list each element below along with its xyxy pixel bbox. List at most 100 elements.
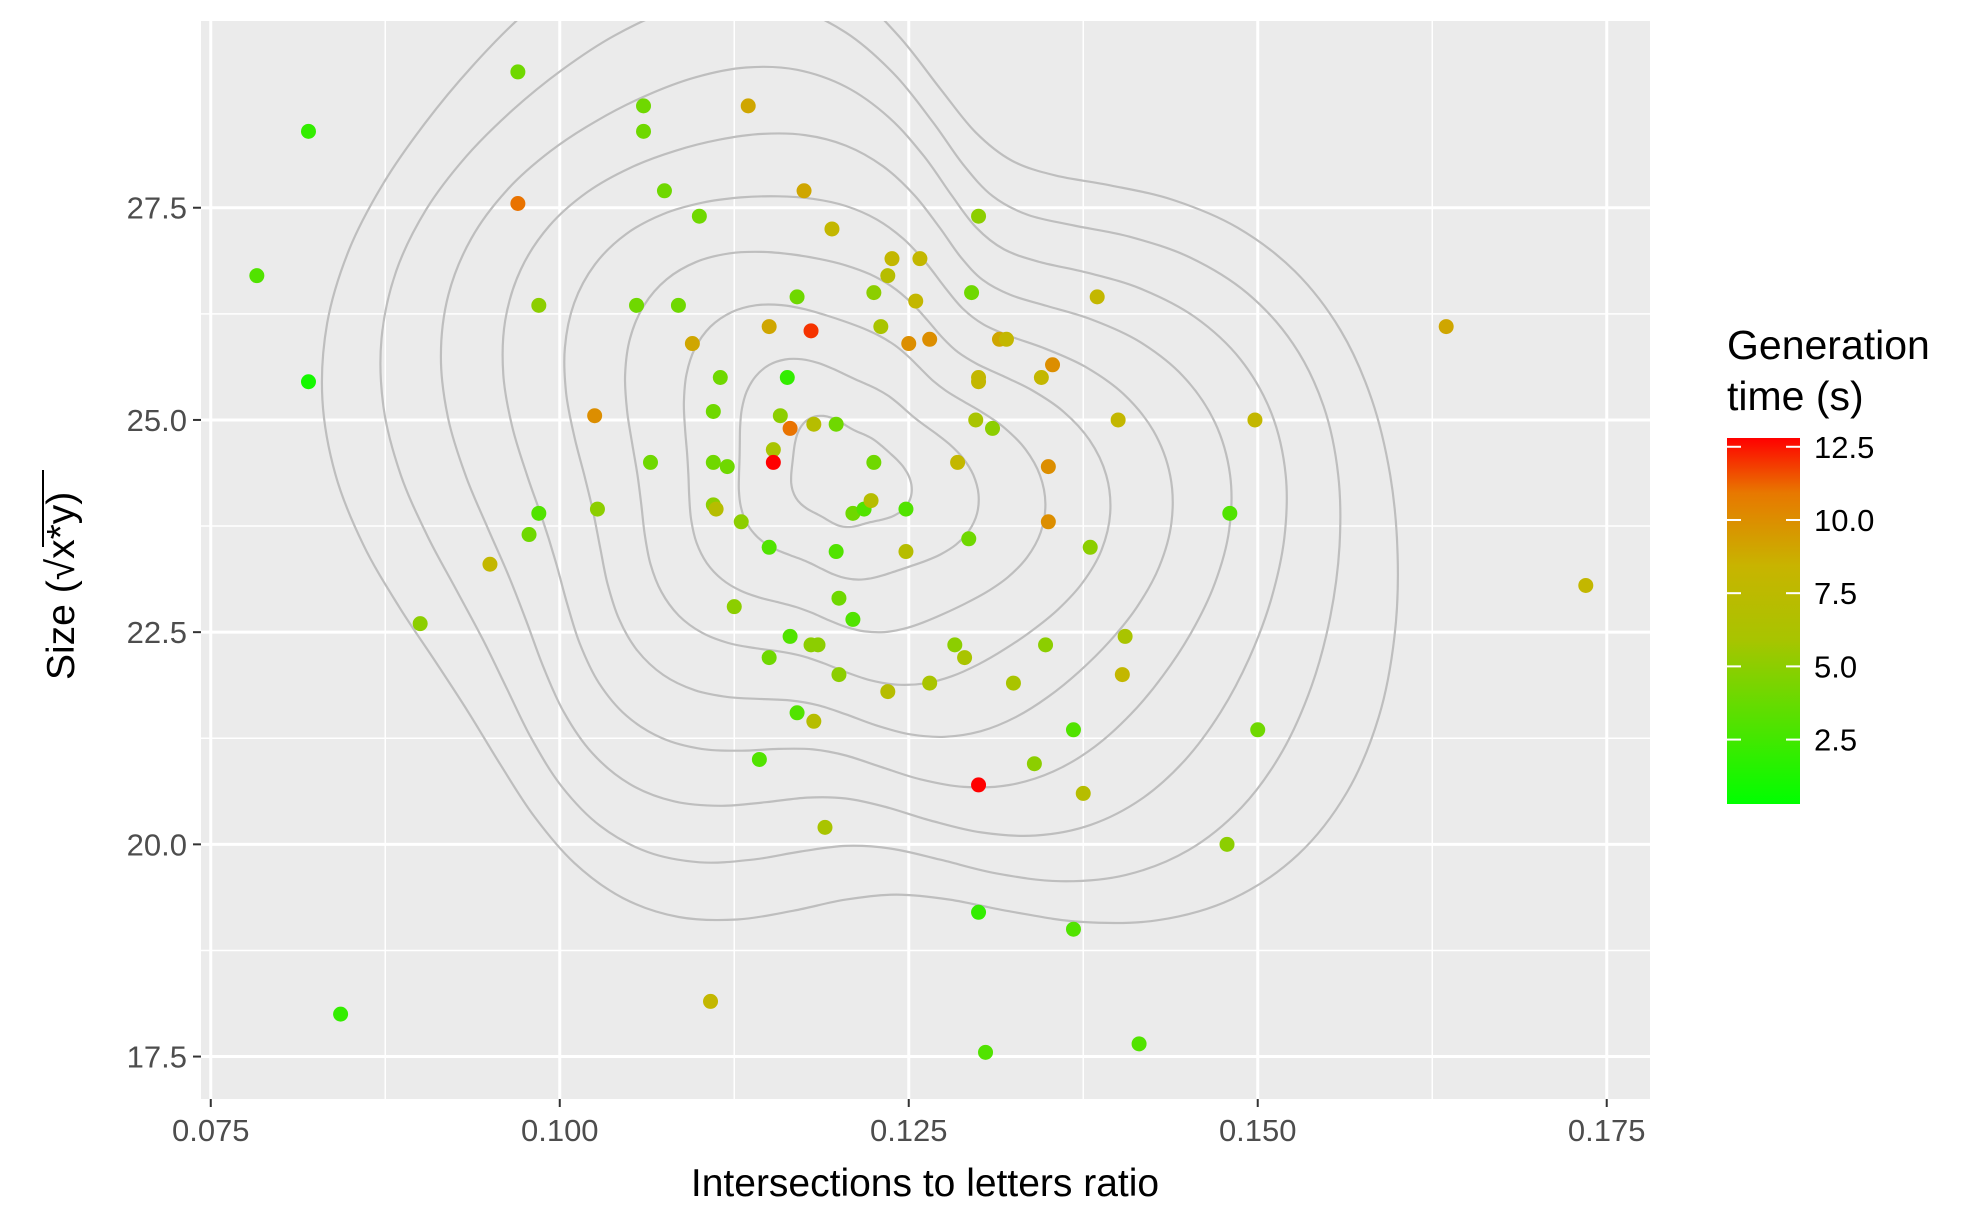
data-point [880,268,896,284]
data-point [971,208,987,224]
data-point [828,416,844,432]
density-contour-line [623,250,1112,687]
y-axis-title-prefix: Size ( [40,580,83,680]
y-axis-ticks: 17.5 20.0 22.5 25.0 27.5 [127,191,201,1075]
density-contour-line [501,132,1233,789]
data-point [866,454,882,470]
data-point [1131,1036,1147,1052]
data-point [1438,319,1454,335]
data-point [971,777,987,793]
data-point [1026,756,1042,772]
data-point [1219,836,1235,852]
data-point [636,123,652,139]
legend-colorbar [1727,438,1800,804]
data-point [803,323,819,339]
data-point [751,751,767,767]
data-point [922,675,938,691]
data-point [998,331,1014,347]
data-point [961,531,977,547]
data-point [1089,289,1105,305]
data-point [950,454,966,470]
data-point [712,370,728,386]
data-point [412,616,428,632]
y-tick-label: 25.0 [127,403,187,438]
data-point [912,251,928,267]
data-point [482,556,498,572]
data-point [964,285,980,301]
data-point [1082,539,1098,555]
data-point [824,221,840,237]
data-point [1040,459,1056,475]
y-tick-label: 20.0 [127,827,187,862]
density-contour-line [379,21,1342,883]
data-point [300,123,316,139]
data-point [880,684,896,700]
x-axis-ticks: 0.075 0.100 0.125 0.150 0.175 [172,1099,1646,1148]
data-point [1038,637,1054,653]
data-point [684,336,700,352]
x-tick-label: 0.100 [521,1113,599,1148]
data-point [898,544,914,560]
data-point [629,297,645,313]
density-contour-line [320,21,1399,925]
density-contour-line [789,414,913,529]
legend-tick-label: 5.0 [1814,649,1857,684]
data-point [1247,412,1263,428]
data-point [656,183,672,199]
data-point [636,98,652,114]
data-point [1033,370,1049,386]
density-contours [320,21,1399,925]
data-point [817,819,833,835]
density-contour-line [439,65,1288,838]
data-point [726,599,742,615]
data-point [1222,505,1238,521]
data-point [708,501,724,517]
data-point [957,650,973,666]
data-point [1065,921,1081,937]
data-point [703,993,719,1009]
data-point [740,98,756,114]
y-tick-label: 27.5 [127,191,187,226]
density-contour-line [682,303,1047,634]
data-point [761,539,777,555]
data-point [521,527,537,543]
data-point [828,544,844,560]
data-point [866,285,882,301]
data-point [1045,357,1061,373]
data-point [901,336,917,352]
data-point [333,1006,349,1022]
legend-tick-label: 7.5 [1814,576,1857,611]
density-contour-line [737,357,980,581]
data-point [831,667,847,683]
data-point [300,374,316,390]
data-point [765,442,781,458]
y-tick-label: 22.5 [127,615,187,650]
data-point [772,408,788,424]
y-tick-label: 17.5 [127,1040,187,1075]
data-point [806,713,822,729]
data-point [782,420,798,436]
data-point [670,297,686,313]
data-point [831,590,847,606]
data-point [947,637,963,653]
data-point [765,454,781,470]
data-point [1250,722,1266,738]
x-axis-title: Intersections to letters ratio [691,1162,1159,1205]
legend-tick-label: 10.0 [1814,503,1874,538]
data-point [761,319,777,335]
data-point [863,493,879,509]
grid-major [201,21,1650,1099]
data-point [1075,785,1091,801]
grid-minor [201,21,1650,1099]
data-point [971,374,987,390]
density-contour-line [563,195,1174,739]
x-tick-label: 0.075 [172,1113,250,1148]
data-point [1040,514,1056,530]
data-point [908,293,924,309]
data-point [761,650,777,666]
data-point [642,454,658,470]
data-point [691,208,707,224]
data-point [789,705,805,721]
data-point [510,195,526,211]
